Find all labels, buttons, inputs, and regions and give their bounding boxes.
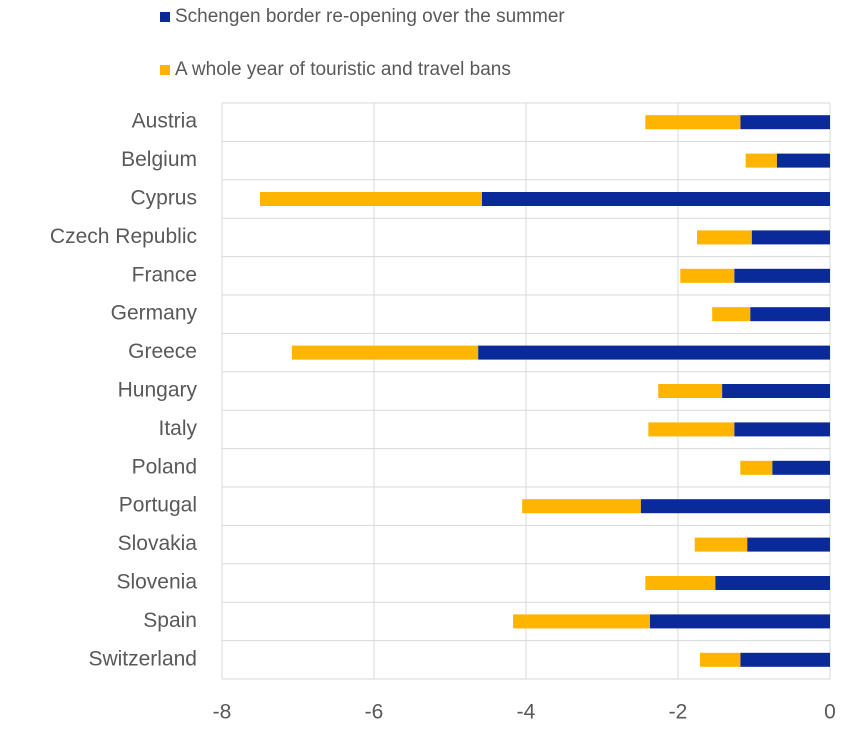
y-tick-label: Germany <box>111 302 198 325</box>
bar-segment <box>640 499 830 514</box>
x-tick-label: 0 <box>824 701 836 724</box>
y-tick-label: Austria <box>132 110 198 133</box>
bar-segment <box>645 115 741 130</box>
y-tick-label: Switzerland <box>88 647 197 670</box>
legend-swatch <box>160 65 170 75</box>
y-tick-label: Slovenia <box>116 571 197 594</box>
y-tick-label: Greece <box>128 340 197 363</box>
y-tick-label: Portugal <box>119 494 197 517</box>
bar-segment <box>750 307 830 322</box>
y-tick-label: Poland <box>132 455 197 478</box>
bar-segment <box>260 192 482 206</box>
bar-segment <box>740 460 773 475</box>
bar-segment <box>712 307 751 322</box>
bar-segment <box>751 230 830 245</box>
y-tick-label: Italy <box>158 417 197 440</box>
bar-segment <box>734 422 830 437</box>
bar-segment <box>481 192 830 206</box>
x-tick-label: -8 <box>213 701 232 724</box>
bar-segment <box>649 614 830 629</box>
bar-segment <box>648 422 735 437</box>
x-tick-label: -4 <box>517 701 536 724</box>
bar-segment <box>680 268 735 283</box>
bar-segment <box>291 345 479 360</box>
bar-segment <box>700 652 741 667</box>
bar-segment <box>776 153 830 168</box>
bar-segment <box>734 268 830 283</box>
bar-segment <box>740 115 830 130</box>
bar-segment <box>478 345 830 360</box>
bar-segment <box>513 614 650 629</box>
bar-segment <box>715 576 830 590</box>
y-tick-label: Czech Republic <box>50 225 197 248</box>
legend-label: A whole year of touristic and travel ban… <box>175 59 511 80</box>
bar-segment <box>697 230 752 245</box>
legend-label: Schengen border re-opening over the summ… <box>175 6 565 27</box>
y-tick-label: France <box>132 263 197 286</box>
y-tick-label: Cyprus <box>130 187 197 210</box>
legend-swatch <box>160 12 170 22</box>
bar-segment <box>658 384 723 398</box>
bar-segment <box>745 153 777 168</box>
x-tick-label: -2 <box>669 701 688 724</box>
y-tick-label: Slovakia <box>118 532 198 555</box>
y-tick-label: Belgium <box>121 148 197 171</box>
y-tick-label: Hungary <box>118 379 198 402</box>
bar-segment <box>694 537 748 552</box>
y-tick-label: Spain <box>143 609 197 632</box>
bar-segment <box>645 576 716 590</box>
bar-segment <box>740 652 830 667</box>
bar-segment <box>722 384 830 398</box>
x-tick-label: -6 <box>365 701 384 724</box>
bar-segment <box>772 460 830 475</box>
bar-segment <box>522 499 641 514</box>
bar-segment <box>747 537 830 552</box>
